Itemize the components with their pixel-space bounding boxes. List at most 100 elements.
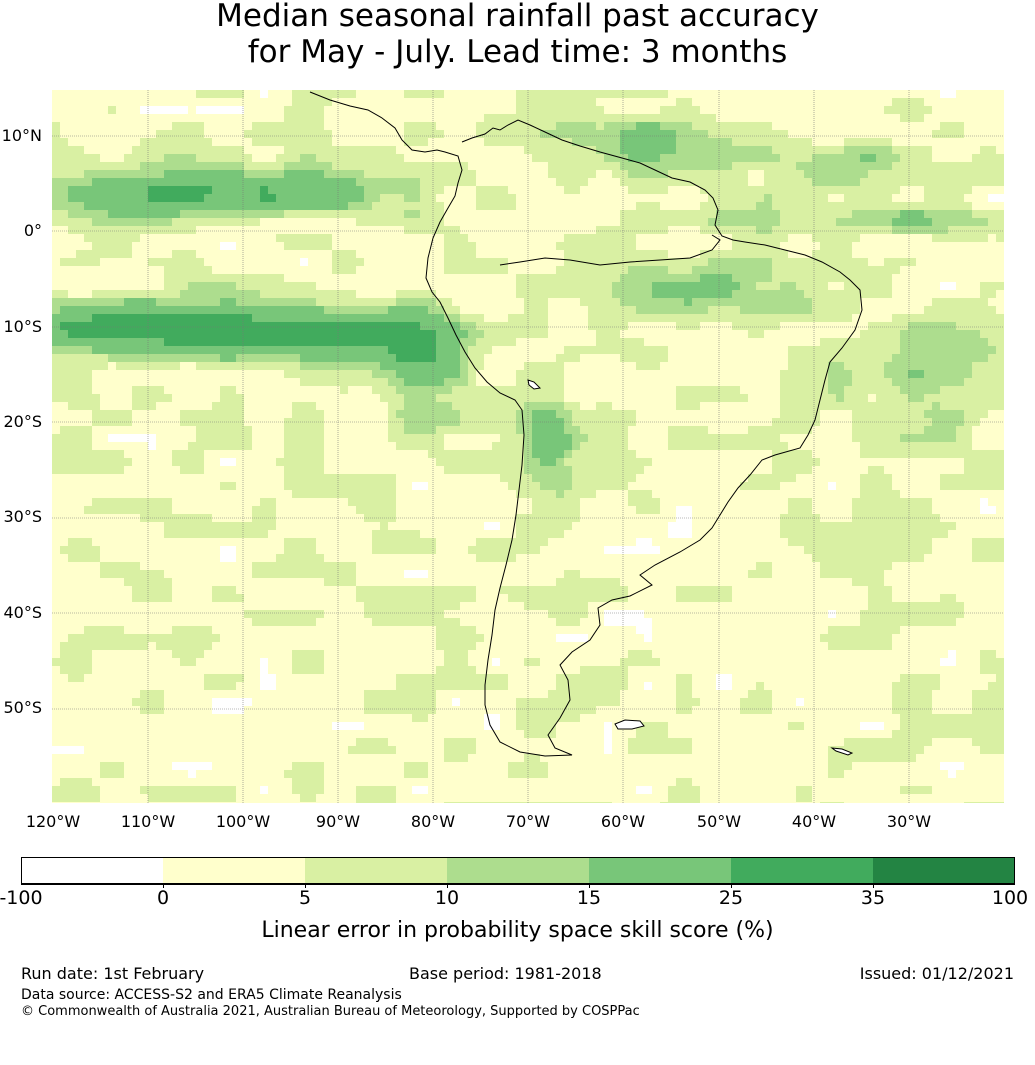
skill-score-cell — [268, 282, 276, 290]
skill-score-cell — [780, 274, 788, 282]
skill-score-cell — [244, 154, 252, 162]
skill-score-cell — [212, 674, 220, 682]
skill-score-cell — [316, 426, 324, 434]
skill-score-cell — [548, 378, 556, 386]
skill-score-cell — [188, 210, 196, 218]
skill-score-cell — [588, 130, 596, 138]
skill-score-cell — [740, 314, 748, 322]
skill-score-cell — [436, 90, 444, 98]
skill-score-cell — [236, 210, 244, 218]
skill-score-cell — [500, 554, 508, 562]
skill-score-cell — [884, 330, 892, 338]
skill-score-cell — [636, 314, 644, 322]
skill-score-cell — [852, 378, 860, 386]
skill-score-cell — [924, 706, 932, 714]
skill-score-cell — [860, 450, 868, 458]
skill-score-cell — [244, 178, 252, 186]
skill-score-cell — [908, 618, 916, 626]
skill-score-cell — [844, 546, 852, 554]
skill-score-cell — [940, 618, 948, 626]
skill-score-cell — [796, 186, 804, 194]
skill-score-cell — [444, 402, 452, 410]
skill-score-cell — [860, 210, 868, 218]
skill-score-cell — [148, 258, 156, 266]
skill-score-cell — [644, 114, 652, 122]
skill-score-cell — [924, 186, 932, 194]
skill-score-cell — [604, 250, 612, 258]
skill-score-cell — [100, 162, 108, 170]
skill-score-cell — [972, 554, 980, 562]
skill-score-cell — [548, 522, 556, 530]
skill-score-cell — [796, 258, 804, 266]
skill-score-cell — [164, 218, 172, 226]
skill-score-cell — [700, 314, 708, 322]
skill-score-cell — [172, 138, 180, 146]
skill-score-cell — [900, 362, 908, 370]
skill-score-cell — [884, 602, 892, 610]
skill-score-cell — [716, 210, 724, 218]
skill-score-cell — [316, 322, 324, 330]
skill-score-cell — [212, 202, 220, 210]
skill-score-cell — [932, 386, 940, 394]
skill-score-cell — [372, 530, 380, 538]
skill-score-cell — [228, 674, 236, 682]
skill-score-cell — [532, 762, 540, 770]
skill-score-cell — [292, 114, 300, 122]
skill-score-cell — [196, 162, 204, 170]
skill-score-cell — [876, 322, 884, 330]
skill-score-cell — [684, 322, 692, 330]
skill-score-cell — [556, 290, 564, 298]
skill-score-cell — [924, 522, 932, 530]
skill-score-cell — [980, 458, 988, 466]
skill-score-cell — [132, 178, 140, 186]
skill-score-cell — [788, 314, 796, 322]
skill-score-cell — [292, 666, 300, 674]
skill-score-cell — [164, 298, 172, 306]
skill-score-cell — [412, 354, 420, 362]
skill-score-cell — [540, 122, 548, 130]
skill-score-cell — [388, 378, 396, 386]
skill-score-cell — [284, 570, 292, 578]
skill-score-cell — [732, 154, 740, 162]
skill-score-cell — [364, 338, 372, 346]
skill-score-cell — [812, 146, 820, 154]
skill-score-cell — [852, 274, 860, 282]
skill-score-cell — [188, 458, 196, 466]
skill-score-cell — [68, 202, 76, 210]
skill-score-cell — [252, 506, 260, 514]
skill-score-cell — [244, 530, 252, 538]
skill-score-cell — [660, 298, 668, 306]
skill-score-cell — [620, 482, 628, 490]
skill-score-cell — [428, 602, 436, 610]
skill-score-cell — [260, 658, 268, 666]
skill-score-cell — [596, 594, 604, 602]
skill-score-cell — [132, 154, 140, 162]
skill-score-cell — [836, 370, 844, 378]
skill-score-cell — [900, 554, 908, 562]
skill-score-cell — [628, 314, 636, 322]
skill-score-cell — [84, 314, 92, 322]
skill-score-cell — [108, 178, 116, 186]
skill-score-cell — [444, 322, 452, 330]
skill-score-cell — [412, 698, 420, 706]
skill-score-cell — [364, 306, 372, 314]
skill-score-cell — [876, 634, 884, 642]
skill-score-field — [52, 90, 1004, 803]
skill-score-cell — [404, 602, 412, 610]
skill-score-cell — [420, 178, 428, 186]
skill-score-cell — [484, 386, 492, 394]
skill-score-cell — [636, 658, 644, 666]
skill-score-cell — [388, 610, 396, 618]
skill-score-cell — [804, 386, 812, 394]
skill-score-cell — [948, 402, 956, 410]
skill-score-cell — [612, 170, 620, 178]
skill-score-cell — [956, 322, 964, 330]
skill-score-cell — [516, 762, 524, 770]
skill-score-cell — [428, 210, 436, 218]
skill-score-cell — [372, 602, 380, 610]
skill-score-cell — [644, 626, 652, 634]
skill-score-cell — [220, 426, 228, 434]
skill-score-cell — [780, 178, 788, 186]
skill-score-cell — [852, 162, 860, 170]
skill-score-cell — [76, 394, 84, 402]
